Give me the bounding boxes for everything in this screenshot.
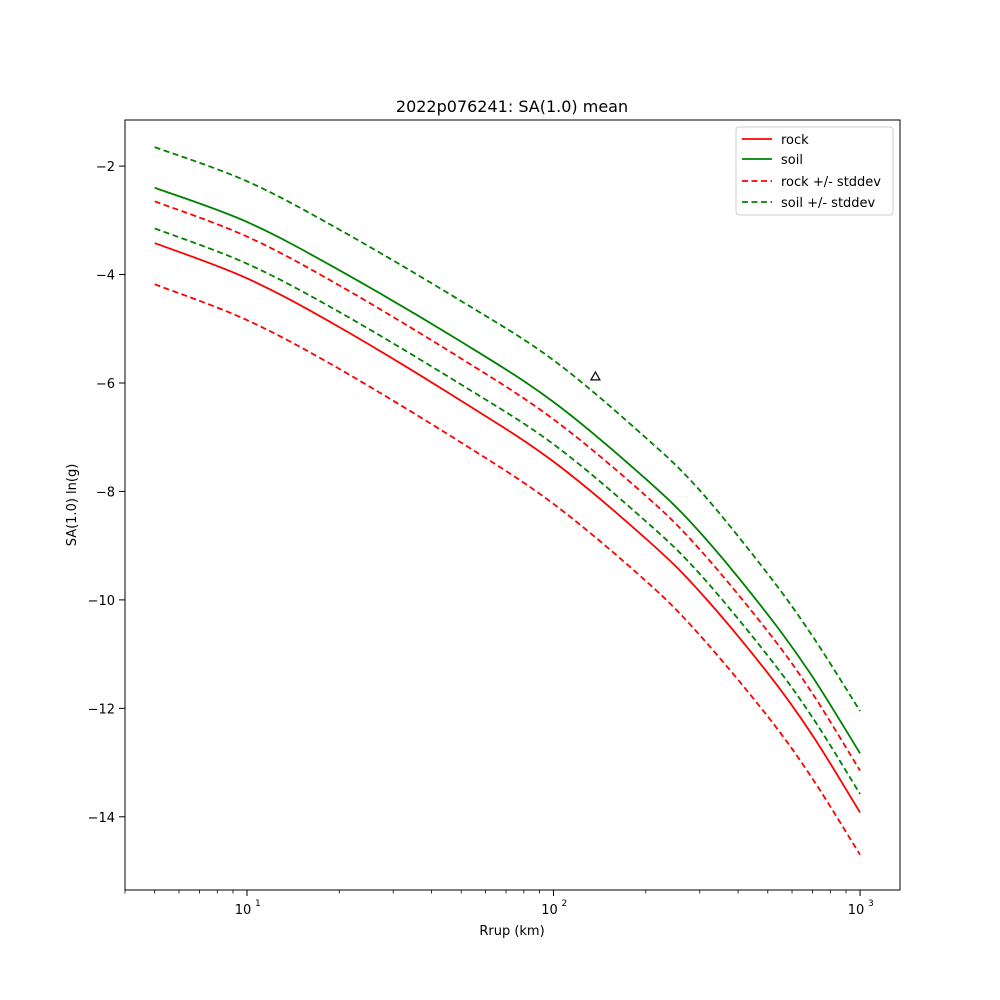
x-tick-label-exponent: 2 — [562, 899, 568, 909]
x-tick-label: 10 — [235, 903, 252, 918]
stddev-line-red-1 — [154, 200, 861, 772]
series-line-soil — [154, 186, 861, 754]
legend-box — [735, 126, 894, 216]
plot-frame — [124, 119, 901, 891]
legend-label-rock: rock — [781, 133, 809, 148]
stddev-line-green-2 — [154, 227, 861, 795]
stddev-line-red-2 — [154, 283, 861, 856]
y-axis-ticks: −14 −12 −10 −8 −6 −4 −2 — [88, 160, 125, 826]
marker-layer — [589, 370, 601, 381]
legend-label-rock-stddev: rock +/- stddev — [781, 175, 881, 190]
series-line-rock — [154, 242, 861, 813]
triangle-marker — [589, 370, 601, 381]
y-tick-label: −6 — [96, 377, 115, 392]
x-axis-ticks: 10 1 10 2 10 3 — [124, 890, 874, 918]
x-axis-label: Rrup (km) — [479, 924, 544, 939]
legend-label-soil-stddev: soil +/- stddev — [781, 196, 876, 211]
y-tick-label: −4 — [96, 269, 115, 284]
x-tick-label: 10 — [541, 903, 558, 918]
series-layer — [154, 146, 861, 856]
y-tick-label: −8 — [96, 485, 115, 500]
y-tick-label: −2 — [96, 160, 115, 175]
x-tick-label: 10 — [848, 903, 865, 918]
x-tick-label-exponent: 3 — [868, 899, 874, 909]
y-tick-label: −12 — [88, 702, 115, 717]
x-tick-label-exponent: 1 — [255, 899, 261, 909]
legend-label-soil: soil — [781, 153, 803, 168]
legend: rock soil rock +/- stddev soil +/- stdde… — [735, 126, 894, 216]
stddev-line-green-1 — [154, 146, 861, 712]
chart-title: 2022p076241: SA(1.0) mean — [396, 97, 628, 116]
y-axis-label: SA(1.0) ln(g) — [65, 464, 80, 547]
y-tick-label: −14 — [88, 811, 115, 826]
y-tick-label: −10 — [88, 594, 115, 609]
